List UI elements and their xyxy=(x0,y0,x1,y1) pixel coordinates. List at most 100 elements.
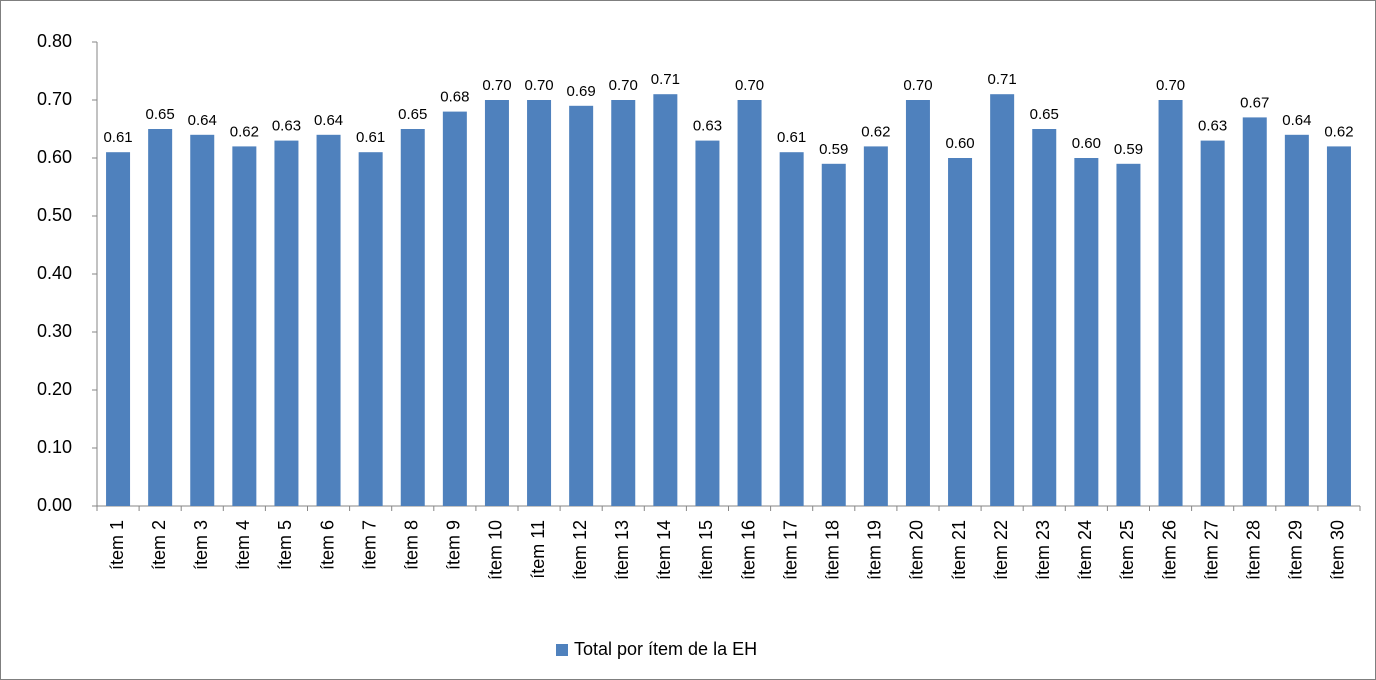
value-label: 0.65 xyxy=(398,106,427,123)
value-label: 0.61 xyxy=(777,129,806,146)
value-label: 0.68 xyxy=(440,89,469,106)
x-tick-label: ítem 26 xyxy=(1159,520,1179,580)
x-tick-label: ítem 3 xyxy=(191,520,211,570)
value-label: 0.69 xyxy=(567,83,596,100)
bar xyxy=(653,94,678,506)
value-label: 0.70 xyxy=(903,77,932,94)
x-tick-label: ítem 20 xyxy=(907,520,927,580)
x-tick-label: ítem 12 xyxy=(570,520,590,580)
bar xyxy=(274,140,299,506)
bar xyxy=(1158,100,1183,506)
x-tick-label: ítem 21 xyxy=(949,520,969,580)
y-tick-label: 0.30 xyxy=(37,321,72,341)
x-tick-label: ítem 14 xyxy=(654,520,674,580)
bar xyxy=(1326,146,1351,506)
value-label: 0.63 xyxy=(693,118,722,135)
bar xyxy=(527,100,552,506)
x-tick-label: ítem 19 xyxy=(865,520,885,580)
value-label: 0.70 xyxy=(609,77,638,94)
value-label: 0.70 xyxy=(482,77,511,94)
value-label: 0.59 xyxy=(1114,141,1143,158)
value-label: 0.59 xyxy=(819,141,848,158)
x-tick-label: ítem 1 xyxy=(107,520,127,570)
legend-label: Total por ítem de la EH xyxy=(574,639,757,659)
value-label: 0.71 xyxy=(651,71,680,88)
bar xyxy=(1242,117,1267,507)
value-label: 0.63 xyxy=(1198,118,1227,135)
bar xyxy=(863,146,888,506)
x-tick-label: ítem 6 xyxy=(317,520,337,570)
x-tick-label: ítem 27 xyxy=(1201,520,1221,580)
y-tick-label: 0.40 xyxy=(37,263,72,283)
bar xyxy=(779,152,804,506)
bar xyxy=(106,152,131,506)
bar xyxy=(1284,134,1309,507)
value-label: 0.63 xyxy=(272,118,301,135)
bar xyxy=(316,134,341,507)
x-tick-label: ítem 9 xyxy=(444,520,464,570)
x-tick-label: ítem 30 xyxy=(1328,520,1348,580)
y-tick-label: 0.70 xyxy=(37,89,72,109)
bar xyxy=(232,146,257,506)
bar xyxy=(190,134,215,507)
bar xyxy=(737,100,762,506)
x-tick-label: ítem 25 xyxy=(1117,520,1137,580)
bar xyxy=(990,94,1015,506)
x-tick-label: ítem 5 xyxy=(275,520,295,570)
value-label: 0.70 xyxy=(735,77,764,94)
x-tick-label: ítem 22 xyxy=(991,520,1011,580)
bar xyxy=(442,111,467,506)
value-label: 0.61 xyxy=(103,129,132,146)
bar xyxy=(695,140,720,506)
value-label: 0.67 xyxy=(1240,94,1269,111)
bar xyxy=(1074,158,1099,506)
y-tick-label: 0.50 xyxy=(37,205,72,225)
value-label: 0.62 xyxy=(861,123,890,140)
value-label: 0.65 xyxy=(146,106,175,123)
value-label: 0.65 xyxy=(1030,106,1059,123)
x-tick-label: ítem 16 xyxy=(738,520,758,580)
x-tick-label: ítem 8 xyxy=(402,520,422,570)
value-label: 0.62 xyxy=(1324,123,1353,140)
x-tick-label: ítem 23 xyxy=(1033,520,1053,580)
value-label: 0.60 xyxy=(1072,135,1101,152)
bar xyxy=(821,163,846,507)
x-tick-label: ítem 29 xyxy=(1286,520,1306,580)
x-tick-label: ítem 13 xyxy=(612,520,632,580)
legend-swatch xyxy=(556,644,568,656)
y-tick-label: 0.80 xyxy=(37,31,72,51)
y-tick-label: 0.10 xyxy=(37,437,72,457)
x-tick-label: ítem 17 xyxy=(780,520,800,580)
y-tick-label: 0.20 xyxy=(37,379,72,399)
bar xyxy=(611,100,636,506)
value-label: 0.71 xyxy=(988,71,1017,88)
value-label: 0.62 xyxy=(230,123,259,140)
value-label: 0.70 xyxy=(524,77,553,94)
bar xyxy=(358,152,383,506)
bar xyxy=(1116,163,1141,507)
x-tick-label: ítem 28 xyxy=(1244,520,1264,580)
bar xyxy=(569,105,594,507)
bar xyxy=(484,100,509,506)
y-tick-label: 0.00 xyxy=(37,495,72,515)
x-tick-label: ítem 4 xyxy=(233,520,253,570)
x-tick-label: ítem 2 xyxy=(149,520,169,570)
x-tick-label: ítem 24 xyxy=(1075,520,1095,580)
bar xyxy=(148,129,173,506)
x-tick-label: ítem 15 xyxy=(696,520,716,580)
value-label: 0.61 xyxy=(356,129,385,146)
value-label: 0.64 xyxy=(314,112,343,129)
y-tick-label: 0.60 xyxy=(37,147,72,167)
bar xyxy=(1032,129,1057,506)
value-label: 0.64 xyxy=(1282,112,1311,129)
value-label: 0.64 xyxy=(188,112,217,129)
x-tick-label: ítem 7 xyxy=(359,520,379,570)
value-label: 0.60 xyxy=(945,135,974,152)
x-tick-label: ítem 11 xyxy=(528,520,548,579)
bar xyxy=(948,158,973,506)
x-tick-label: ítem 10 xyxy=(486,520,506,580)
bar xyxy=(1200,140,1225,506)
